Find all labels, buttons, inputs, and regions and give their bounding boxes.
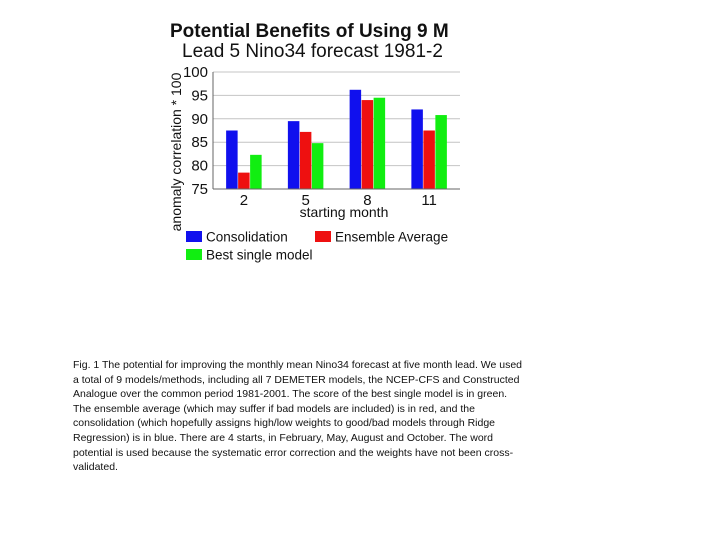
y-tick-label: 100 <box>183 64 208 81</box>
axes <box>212 72 460 190</box>
x-tick-label: 8 <box>363 192 371 209</box>
y-tick-label: 85 <box>191 134 208 151</box>
x-tick-label: 11 <box>421 192 437 209</box>
y-tick-label: 75 <box>191 181 208 198</box>
bar-consolidation-5 <box>287 121 300 189</box>
legend-label: Ensemble Average <box>335 230 448 245</box>
x-tick-labels: 2 5 8 11 <box>240 192 437 209</box>
bar-best-single-model-5 <box>311 143 324 189</box>
bar-best-single-model-8 <box>373 97 386 189</box>
bar-consolidation-2 <box>226 130 238 189</box>
bar-ensemble-average-11 <box>423 130 435 189</box>
y-tick-label: 95 <box>191 87 208 104</box>
bar-consolidation-11 <box>411 109 423 189</box>
x-axis-label: starting month <box>300 204 389 220</box>
y-axis-label: anomaly correlation * 100 <box>168 72 184 231</box>
bar-consolidation-8 <box>349 89 362 189</box>
legend: Consolidation Ensemble Average Best single… <box>186 230 448 263</box>
legend-label: Consolidation <box>206 230 288 245</box>
gridlines <box>213 71 460 190</box>
chart-subtitle: Lead 5 Nino34 forecast 1981-2 <box>182 41 443 62</box>
y-tick-label: 90 <box>191 111 208 128</box>
x-tick-label: 5 <box>301 192 309 209</box>
legend-swatch <box>186 231 202 242</box>
figure-caption: Fig. 1 The potential for improving the m… <box>73 359 523 474</box>
legend-swatch <box>315 231 331 242</box>
legend-label: Best single model <box>206 248 313 263</box>
y-tick-labels: 75 80 85 90 95 100 <box>183 64 208 198</box>
bars <box>226 89 447 189</box>
x-tick-label: 2 <box>240 192 248 209</box>
bar-best-single-model-11 <box>435 115 447 189</box>
bar-ensemble-average-8 <box>361 100 374 189</box>
bar-ensemble-average-2 <box>238 172 250 189</box>
bar-ensemble-average-5 <box>299 131 312 189</box>
legend-swatch <box>186 249 202 260</box>
y-tick-label: 80 <box>191 158 208 175</box>
chart-title: Potential Benefits of Using 9 M <box>170 21 449 42</box>
bar-best-single-model-2 <box>250 154 262 189</box>
